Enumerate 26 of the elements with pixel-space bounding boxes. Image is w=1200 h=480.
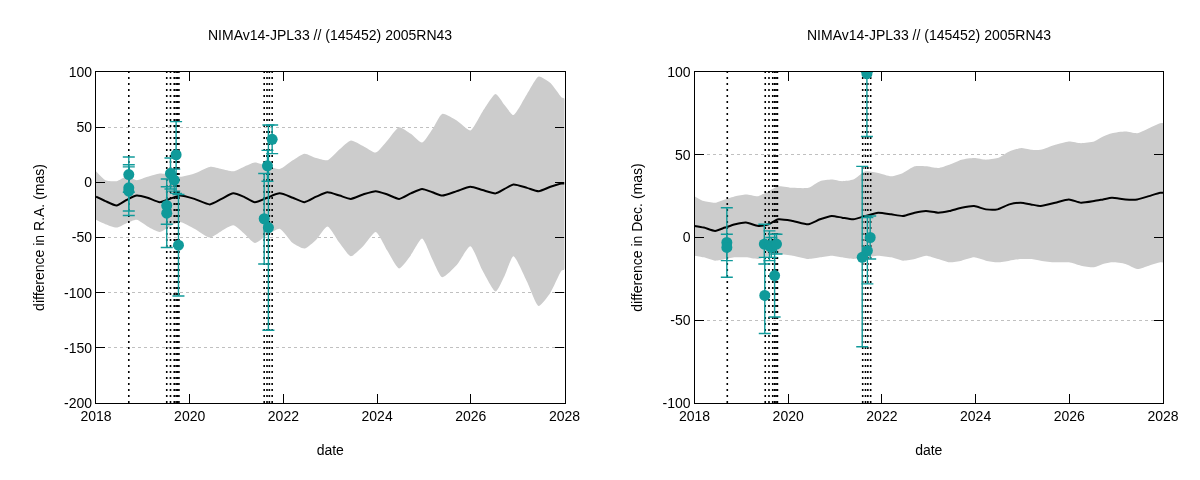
chart-title: NIMAv14-JPL33 // (145452) 2005RN43 [807, 27, 1052, 43]
x-tick-label: 2024 [960, 407, 992, 424]
y-tick-label: 0 [84, 174, 93, 191]
y-tick-label: -50 [71, 229, 93, 246]
y-tick-label: -100 [64, 284, 93, 301]
y-axis-title: difference in Dec. (mas) [629, 163, 646, 312]
x-tick-label: 2024 [361, 407, 393, 424]
x-axis-title: date [316, 442, 345, 459]
y-tick-label: 0 [682, 229, 691, 246]
x-tick-label: 2026 [455, 407, 487, 424]
y-tick-label: 50 [675, 146, 691, 163]
y-tick-label: -150 [64, 339, 93, 356]
x-tick-label: 2022 [866, 407, 898, 424]
x-tick-label: 2020 [772, 407, 804, 424]
y-tick-label: 50 [76, 119, 93, 136]
x-tick-label: 2028 [1147, 407, 1179, 424]
x-tick-label: 2022 [267, 407, 300, 424]
x-tick-label: 2020 [174, 407, 206, 424]
chart-title: NIMAv14-JPL33 // (145452) 2005RN43 [208, 27, 453, 43]
y-tick-label: -50 [670, 312, 691, 329]
y-axis-title: difference in R.A. (mas) [30, 164, 47, 311]
x-tick-label: 2028 [548, 407, 581, 424]
y-tick-label: 100 [68, 63, 93, 80]
y-tick-label: 100 [667, 63, 691, 80]
x-tick-label: 2026 [1053, 407, 1086, 424]
x-axis-title: date [915, 442, 943, 459]
